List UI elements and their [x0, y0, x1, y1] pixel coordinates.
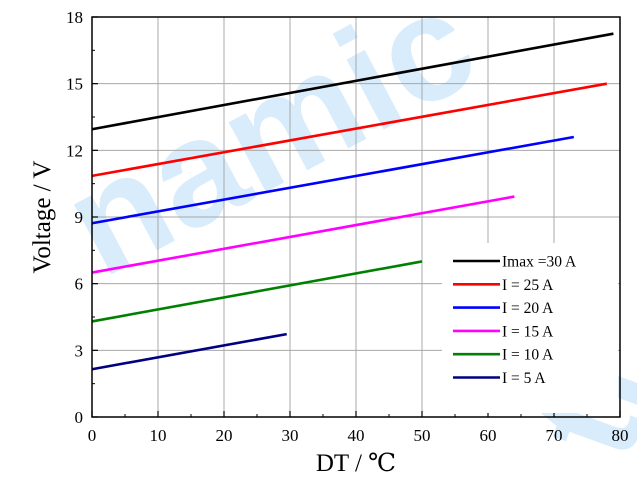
- grid: [92, 17, 620, 417]
- tick-labels: 0 10 20 30 40 50 60 70 80 0 3 6 9 12 15 18: [66, 8, 629, 445]
- watermark-left: namic: [38, 0, 500, 308]
- legend-label: I = 10 A: [502, 347, 554, 364]
- y-tick-label: 9: [75, 208, 84, 227]
- legend-label: I = 25 A: [502, 277, 554, 294]
- x-axis-title: DT / ℃: [316, 450, 396, 477]
- y-tick-label: 12: [66, 141, 83, 160]
- x-tick-label: 50: [414, 426, 431, 445]
- legend-label: I = 20 A: [502, 300, 554, 317]
- legend-label: I = 15 A: [502, 323, 554, 340]
- series-line: [91, 135, 575, 225]
- x-tick-label: 20: [216, 426, 233, 445]
- series-line: [91, 260, 423, 323]
- x-tick-label: 0: [88, 426, 97, 445]
- legend-label: I = 5 A: [502, 370, 546, 387]
- series-group: [91, 32, 614, 371]
- series-line: [91, 82, 608, 178]
- x-tick-label: 70: [546, 426, 563, 445]
- x-tick-label: 10: [150, 426, 167, 445]
- x-tick-label: 60: [480, 426, 497, 445]
- x-tick-label: 30: [282, 426, 299, 445]
- y-tick-label: 0: [75, 408, 84, 427]
- series-line: [91, 195, 515, 274]
- series-line: [91, 32, 614, 131]
- x-tick-label: 40: [348, 426, 365, 445]
- y-tick-label: 15: [66, 75, 83, 94]
- legend: Imax =30 A I = 25 A I = 20 A I = 15 A I = 10…: [442, 243, 618, 413]
- legend-label: Imax =30 A: [502, 254, 577, 271]
- y-tick-label: 3: [75, 341, 84, 360]
- y-tick-label: 6: [75, 275, 84, 294]
- x-tick-label: 80: [612, 426, 629, 445]
- y-tick-label: 18: [66, 8, 83, 27]
- ticks: [91, 16, 621, 418]
- legend-box: [442, 243, 618, 413]
- series-line: [91, 332, 287, 371]
- y-axis-title: Voltage / V: [29, 161, 56, 274]
